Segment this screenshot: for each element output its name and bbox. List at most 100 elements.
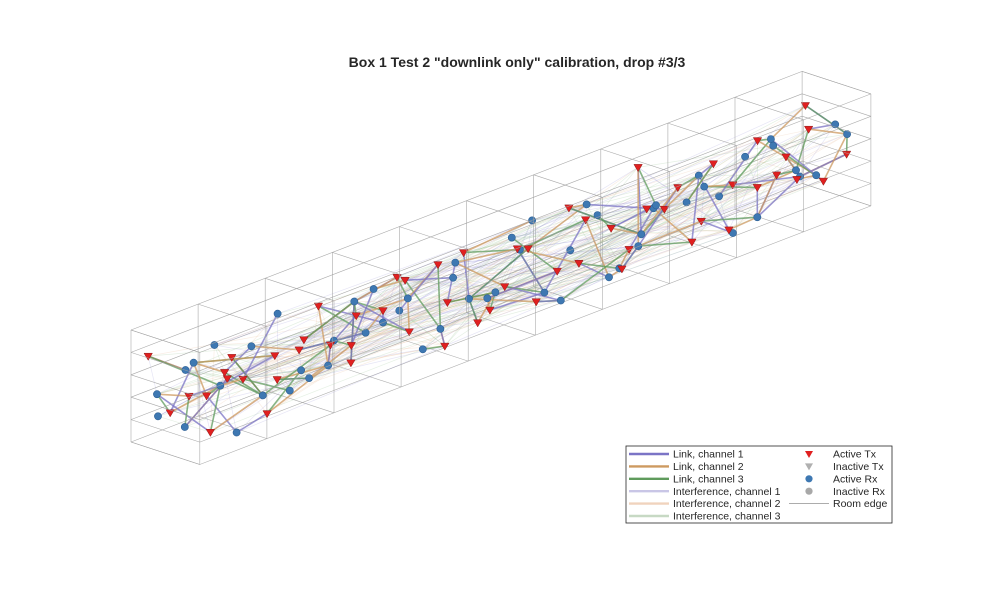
link-line <box>242 378 290 392</box>
room-edge <box>734 97 804 121</box>
link-line <box>685 163 715 203</box>
interference-line <box>396 267 620 278</box>
interference-line <box>527 248 610 278</box>
link-line <box>756 178 798 218</box>
rx-marker <box>232 428 241 437</box>
interference-line <box>308 264 439 379</box>
interference-line <box>308 305 319 379</box>
interference-line <box>560 140 758 301</box>
interference-line <box>242 249 571 380</box>
interference-line <box>396 220 533 278</box>
link-line <box>333 315 357 342</box>
interference-line <box>487 220 702 299</box>
link-line <box>756 174 778 218</box>
tx-marker <box>205 429 216 437</box>
tx-marker <box>299 336 309 345</box>
interference-line <box>170 377 310 413</box>
interference-line <box>641 229 729 235</box>
interference-line <box>193 362 211 433</box>
interference-line <box>220 344 331 386</box>
room-edge <box>802 160 871 184</box>
interference-line <box>504 220 533 287</box>
rx-marker <box>403 294 412 303</box>
tx-marker <box>473 319 483 328</box>
rx-marker <box>792 166 800 175</box>
interference-line <box>557 205 657 272</box>
rx-marker <box>449 273 457 282</box>
link-line <box>169 384 221 414</box>
interference-line <box>638 133 848 168</box>
interference-line <box>327 309 491 366</box>
tx-marker <box>781 153 791 162</box>
link-line <box>205 395 238 434</box>
interference-line <box>701 196 720 222</box>
interference-line <box>214 344 275 356</box>
interference-line <box>700 186 705 222</box>
room-edge <box>130 329 200 353</box>
interference-line <box>444 298 488 347</box>
rx-marker <box>369 285 378 293</box>
rx-marker <box>637 230 646 239</box>
rx-marker <box>418 345 427 354</box>
link-line <box>266 364 329 415</box>
interference-line <box>193 345 445 364</box>
interference-line <box>585 175 699 221</box>
interference-line <box>586 140 758 205</box>
interference-line <box>214 344 225 373</box>
interference-line <box>487 208 665 299</box>
link-line <box>437 264 442 329</box>
room-edge <box>265 278 335 302</box>
interference-line <box>535 207 654 302</box>
legend-label: Link, channel 3 <box>673 473 744 485</box>
interference-line <box>437 245 639 265</box>
tx-marker <box>642 205 652 214</box>
interference-line <box>382 268 622 323</box>
interference-line <box>351 202 687 346</box>
interference-line <box>637 167 687 203</box>
interference-line <box>289 301 537 391</box>
tx-marker <box>272 376 282 385</box>
interference-line <box>519 220 702 250</box>
rx-marker <box>507 233 516 242</box>
link-line <box>364 310 384 334</box>
interference-line <box>327 276 398 366</box>
room-edge <box>130 441 200 465</box>
interference-line <box>382 277 454 311</box>
rx-marker <box>324 361 332 370</box>
room-edge <box>600 148 670 172</box>
interference-line <box>409 214 598 332</box>
link-line <box>468 298 479 323</box>
chart-title: Box 1 Test 2 "downlink only" calibration… <box>349 54 686 70</box>
interference-line <box>303 322 384 341</box>
room-edge <box>802 93 871 117</box>
interference-line <box>156 344 331 395</box>
interference-line <box>511 140 758 238</box>
tx-marker <box>523 245 533 254</box>
link-line <box>236 412 268 434</box>
link-line <box>184 395 190 428</box>
link-line <box>621 245 639 270</box>
interference-line <box>170 291 496 413</box>
interference-line <box>477 300 561 324</box>
tx-marker <box>800 102 811 111</box>
interference-line <box>188 348 423 397</box>
tx-marker <box>227 354 237 363</box>
link-line <box>156 393 190 397</box>
interference-line <box>303 339 334 341</box>
interference-line <box>440 219 586 330</box>
room-edge <box>399 226 469 250</box>
link-line <box>808 123 836 130</box>
tx-marker <box>143 352 153 361</box>
legend-label: Active Rx <box>833 473 878 485</box>
interference-line <box>511 237 580 264</box>
interference-line <box>664 133 848 210</box>
interference-line <box>300 302 448 371</box>
tx-marker <box>440 342 450 351</box>
link-line <box>454 261 506 288</box>
interference-line <box>597 105 806 216</box>
interference-line <box>156 331 410 395</box>
room-edge <box>802 115 871 139</box>
tx-marker <box>841 150 852 159</box>
interference-line <box>308 302 448 379</box>
